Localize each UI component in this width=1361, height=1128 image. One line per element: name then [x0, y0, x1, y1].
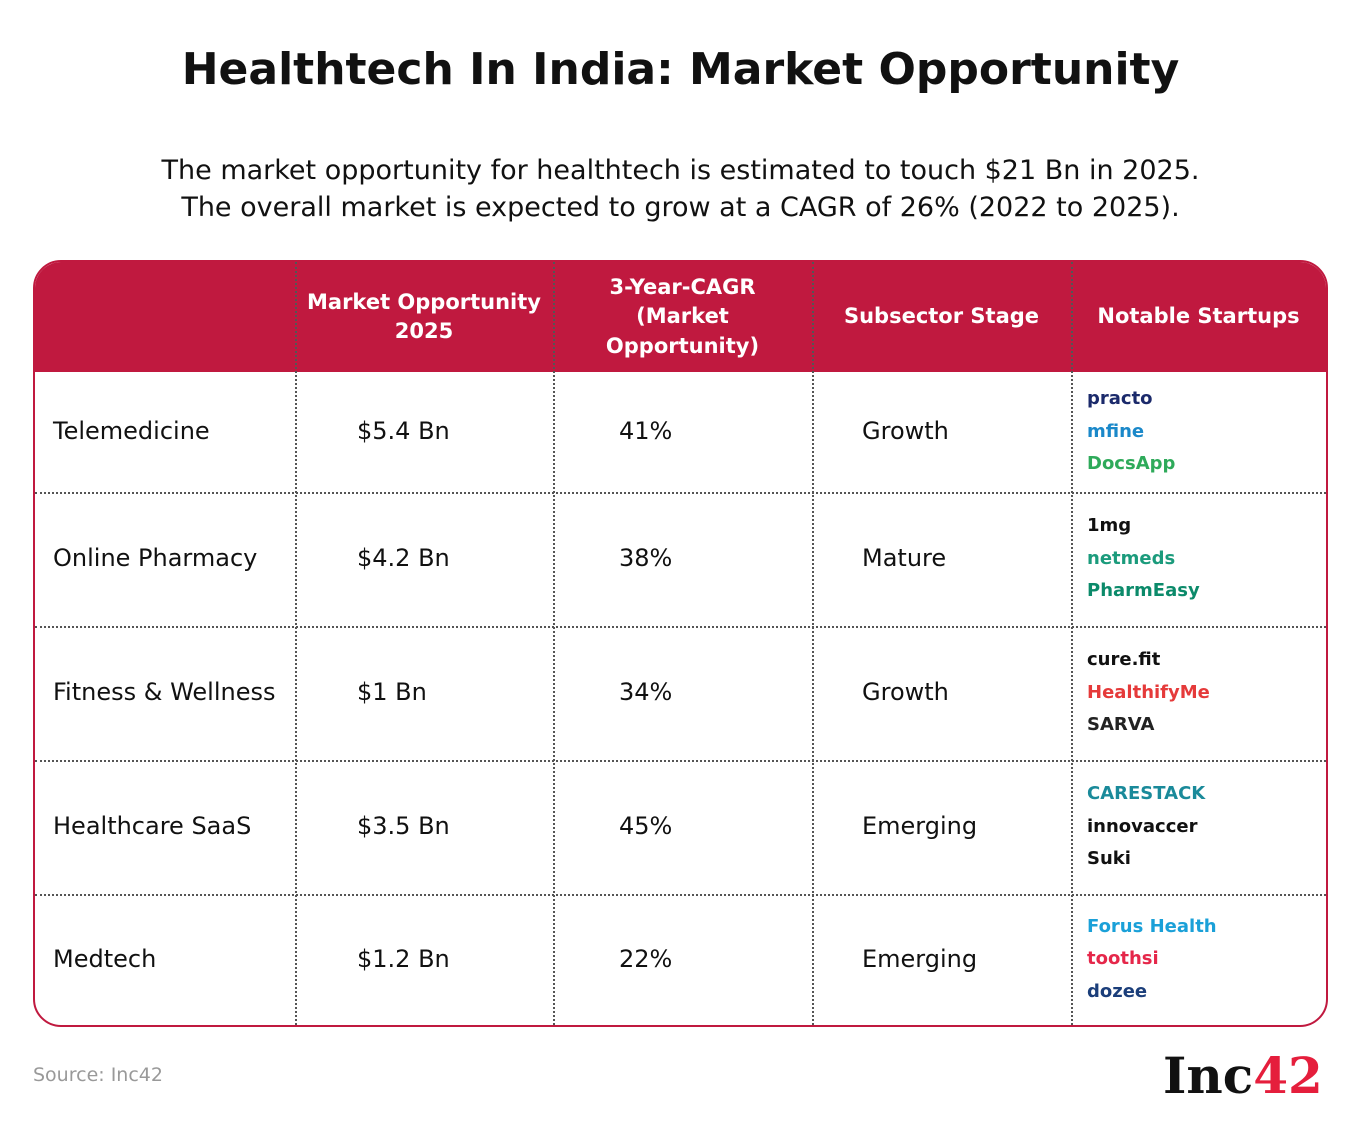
row-divider: [35, 760, 1326, 762]
cell: Emerging: [862, 812, 978, 841]
row-divider: [35, 894, 1326, 896]
source: Source: Inc42: [33, 1064, 163, 1086]
logo-text: Inc: [1163, 1046, 1254, 1105]
startups: practo mfine DocsApp: [1087, 372, 1326, 492]
row-label: Healthcare SaaS: [53, 812, 252, 841]
cell: 22%: [619, 944, 673, 973]
startup-logo: CARESTACK: [1087, 783, 1206, 805]
subtitle: The overall market is expected to grow a…: [181, 192, 1180, 223]
startup-logo: Forus Health: [1087, 915, 1217, 937]
startup-logo: practo: [1087, 388, 1153, 410]
column-divider: [1071, 262, 1073, 1025]
startup-logo: PharmEasy: [1087, 580, 1200, 602]
startup-logo: Suki: [1087, 848, 1131, 870]
cell: 45%: [619, 812, 673, 841]
startups: Forus Health toothsi dozee: [1087, 894, 1326, 1025]
table-header: [35, 262, 1326, 372]
column-divider: [295, 262, 297, 1025]
startup-logo: HealthifyMe: [1087, 681, 1210, 703]
cell: $1 Bn: [357, 678, 427, 707]
column-header: Subsector Stage: [843, 304, 1040, 329]
column-header: Market Opportunity 2025: [307, 289, 541, 343]
subtitle: The market opportunity for healthtech is…: [161, 155, 1200, 186]
startups: cure.fit HealthifyMe SARVA: [1087, 626, 1326, 760]
column-divider: [553, 262, 555, 1025]
startup-logo: dozee: [1087, 980, 1148, 1002]
column-divider: [812, 262, 814, 1025]
cell: Growth: [862, 417, 949, 446]
startup-logo: mfine: [1087, 420, 1145, 442]
startups: CARESTACK innovaccer Suki: [1087, 760, 1326, 894]
table: Market Opportunity 2025 3-Year-CAGR (Mark…: [33, 260, 1328, 1027]
row-label: Online Pharmacy: [53, 544, 258, 573]
logo-accent: 42: [1253, 1046, 1323, 1105]
brand-logo: Inc42: [1163, 1046, 1323, 1105]
cell: $5.4 Bn: [357, 417, 450, 446]
cell: Emerging: [862, 944, 978, 973]
startup-logo: netmeds: [1087, 547, 1176, 569]
cell: 41%: [619, 417, 673, 446]
row-label: Fitness & Wellness: [53, 678, 276, 707]
column-header: Notable Startups: [1097, 304, 1300, 329]
row-divider: [35, 626, 1326, 628]
cell: Mature: [862, 544, 947, 573]
cell: 34%: [619, 678, 673, 707]
row-label: Medtech: [53, 944, 157, 973]
startup-logo: SARVA: [1087, 714, 1155, 736]
column-header: 3-Year-CAGR (Market Opportunity): [605, 274, 760, 358]
startup-logo: innovaccer: [1087, 815, 1198, 837]
row-label: Telemedicine: [53, 417, 210, 446]
startups: 1mg netmeds PharmEasy: [1087, 492, 1326, 626]
startup-logo: toothsi: [1087, 948, 1159, 970]
cell: Growth: [862, 678, 949, 707]
startup-logo: 1mg: [1087, 515, 1132, 537]
cell: $4.2 Bn: [357, 544, 450, 573]
cell: $3.5 Bn: [357, 812, 450, 841]
startup-logo: DocsApp: [1087, 453, 1176, 475]
title: Healthtech In India: Market Opportunity: [181, 44, 1180, 95]
startup-logo: cure.fit: [1087, 649, 1161, 671]
cell: $1.2 Bn: [357, 944, 450, 973]
cell: 38%: [619, 544, 673, 573]
row-divider: [35, 492, 1326, 494]
